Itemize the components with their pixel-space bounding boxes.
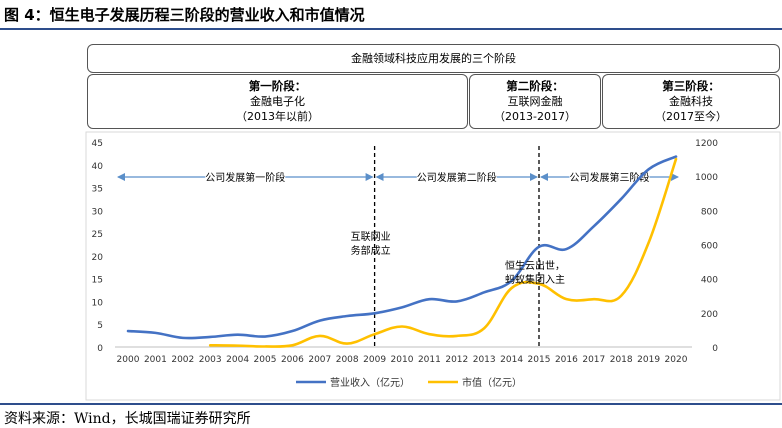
stage-2-period: （2013-2017） <box>494 110 576 123</box>
x-tick-label: 2017 <box>582 355 605 365</box>
x-tick-label: 2003 <box>199 355 222 365</box>
x-tick-label: 2014 <box>500 355 523 365</box>
left-tick-label: 15 <box>92 276 103 286</box>
x-tick-label: 2010 <box>391 355 414 365</box>
left-tick-label: 45 <box>92 139 103 149</box>
right-tick-label: 800 <box>701 207 718 217</box>
stage-box-1: 第一阶段： 金融电子化 （2013年以前） <box>87 74 468 129</box>
x-tick-label: 2015 <box>528 355 551 365</box>
left-tick-label: 10 <box>92 298 104 308</box>
x-tick-label: 2016 <box>555 355 578 365</box>
phase-label: 公司发展第一阶段 <box>205 171 285 184</box>
x-tick-label: 2002 <box>171 355 194 365</box>
x-tick-label: 2009 <box>363 355 386 365</box>
stage-1-name: 第一阶段： <box>248 79 307 93</box>
source-note: 资料来源：Wind，长城国瑞证券研究所 <box>4 411 251 427</box>
left-tick-label: 40 <box>92 162 104 172</box>
left-tick-label: 35 <box>92 185 103 195</box>
left-tick-label: 25 <box>92 230 103 240</box>
right-tick-label: 1000 <box>695 173 718 183</box>
stage-3-period: （2017至今） <box>655 110 727 123</box>
x-tick-label: 2001 <box>144 355 167 365</box>
stage-box-3: 第三阶段： 金融科技 （2017至今） <box>602 74 780 129</box>
annotation-line: 蚂蚁集团入主 <box>505 273 565 286</box>
stage-1-period: （2013年以前） <box>236 110 319 123</box>
left-tick-label: 5 <box>97 321 103 331</box>
x-tick-label: 2005 <box>254 355 277 365</box>
x-tick-label: 2013 <box>473 355 496 365</box>
revenue-series-line <box>126 155 678 340</box>
right-tick-label: 600 <box>701 242 718 252</box>
right-tick-label: 1200 <box>695 139 718 149</box>
annotation-line: 务部成立 <box>351 244 391 257</box>
phase-label: 公司发展第二阶段 <box>417 171 497 184</box>
stage-3-name: 第三阶段： <box>662 79 720 93</box>
stage-box-2: 第二阶段： 互联网金融 （2013-2017） <box>469 74 601 129</box>
bottom-rule <box>0 403 782 405</box>
x-tick-label: 2020 <box>665 355 688 365</box>
x-tick-label: 2019 <box>637 355 660 365</box>
top-rule <box>0 28 782 30</box>
x-tick-label: 2011 <box>418 355 441 365</box>
market-cap-series-line <box>208 157 678 348</box>
stages-header-box: 金融领域科技应用发展的三个阶段 <box>87 44 780 73</box>
legend-label-market-cap: 市值（亿元） <box>462 376 522 389</box>
x-tick-label: 2018 <box>610 355 633 365</box>
left-tick-label: 0 <box>97 344 103 354</box>
right-tick-label: 200 <box>701 310 718 320</box>
x-tick-label: 2012 <box>445 355 468 365</box>
stage-2-label: 互联网金融 <box>507 95 563 108</box>
x-tick-label: 2000 <box>117 355 140 365</box>
chart: 0 5 10 15 20 25 30 35 40 45 0 200 400 600 800 1000 1200 2… <box>85 131 781 401</box>
x-tick-label: 2004 <box>226 355 249 365</box>
annotation-line: 恒生云出世， <box>505 259 565 272</box>
chart-border <box>85 131 781 401</box>
legend-label-revenue: 营业收入（亿元） <box>330 376 410 389</box>
figure-title: 图 4：恒生电子发展历程三阶段的营业收入和市值情况 <box>4 6 365 24</box>
stages-header: 金融领域科技应用发展的三个阶段 <box>351 52 516 65</box>
annotation-line: 互联网业 <box>351 231 391 243</box>
phase-label: 公司发展第三阶段 <box>570 171 650 184</box>
right-tick-label: 400 <box>701 276 718 286</box>
x-tick-label: 2008 <box>336 355 359 365</box>
x-tick-label: 2007 <box>308 355 331 365</box>
left-tick-label: 20 <box>92 253 104 263</box>
right-tick-label: 0 <box>712 344 718 354</box>
stage-3-label: 金融科技 <box>669 95 713 108</box>
left-tick-label: 30 <box>92 207 104 217</box>
x-tick-label: 2006 <box>281 355 304 365</box>
stage-2-name: 第二阶段： <box>506 79 564 93</box>
stage-1-label: 金融电子化 <box>250 95 305 108</box>
